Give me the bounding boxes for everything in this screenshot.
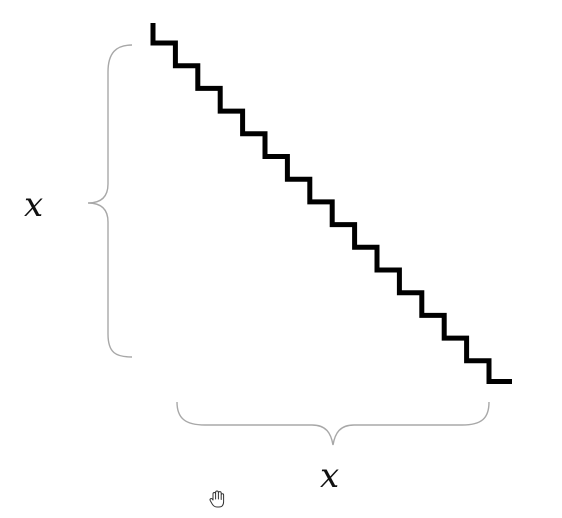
horizontal-brace xyxy=(176,401,490,446)
vertical-brace xyxy=(87,44,133,358)
staircase-line xyxy=(150,23,512,384)
hand-cursor-icon xyxy=(209,490,225,508)
horizontal-brace-label: x xyxy=(320,456,339,496)
vertical-brace-label: x xyxy=(24,185,43,225)
